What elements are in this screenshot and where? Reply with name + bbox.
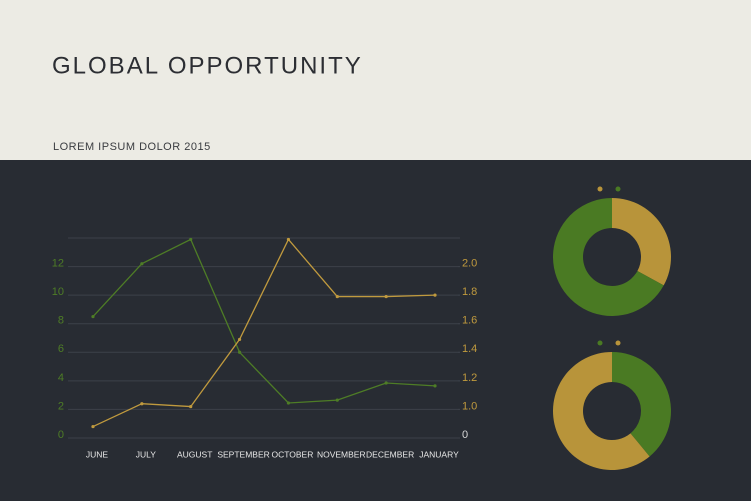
point [384, 294, 388, 299]
x-tick-label: OCTOBER [271, 449, 313, 459]
x-tick-label: JANUARY [419, 449, 459, 459]
y2-tick-label: 1.2 [462, 372, 477, 384]
point [335, 398, 339, 402]
x-tick-label: JUNE [86, 449, 109, 459]
y-tick-label: 0 [58, 429, 64, 441]
y2-tick-label: 1.6 [462, 315, 477, 327]
x-tick-label: JULY [136, 449, 156, 459]
x-tick-label: NOVEMBER [317, 449, 366, 459]
point [140, 262, 144, 266]
point [91, 424, 95, 429]
y-tick-label: 6 [58, 343, 64, 355]
y2-tick-label: 1.8 [462, 286, 477, 298]
title: GLOBAL OPPORTUNITY [52, 52, 363, 79]
header-bg [0, 0, 751, 160]
donut-segment [612, 198, 671, 286]
y2-tick-label: 2.0 [462, 257, 477, 269]
point [335, 294, 339, 299]
point [91, 314, 95, 319]
y-tick-label: 2 [58, 400, 64, 412]
x-tick-label: AUGUST [177, 449, 212, 459]
legend-dot [597, 340, 603, 346]
point [189, 404, 193, 409]
point [384, 381, 388, 385]
point [433, 293, 437, 297]
point [433, 384, 437, 388]
point [237, 337, 242, 342]
series-line [92, 238, 436, 428]
donut-segment [553, 352, 650, 471]
subtitle: LOREM IPSUM DOLOR 2015 [53, 141, 211, 153]
y-tick-label: 12 [52, 257, 64, 269]
y-tick-label: 8 [58, 315, 64, 327]
y2-tick-label: 1.0 [462, 400, 477, 412]
point [237, 350, 242, 354]
y-tick-label: 4 [58, 372, 64, 384]
series-line [92, 238, 436, 404]
donut-segment [552, 198, 664, 316]
point [189, 237, 193, 242]
y2-tick-label: 0 [462, 429, 468, 441]
y-tick-label: 10 [52, 286, 64, 298]
point [286, 401, 291, 405]
y2-tick-label: 1.4 [462, 343, 477, 355]
legend-dot [597, 186, 603, 192]
donut-segment [612, 352, 671, 457]
point [140, 402, 144, 406]
x-tick-label: SEPTEMBER [217, 449, 269, 459]
legend-dot [615, 340, 621, 346]
point [286, 237, 291, 242]
legend-dot [615, 186, 621, 192]
x-tick-label: DECEMBER [366, 449, 414, 459]
